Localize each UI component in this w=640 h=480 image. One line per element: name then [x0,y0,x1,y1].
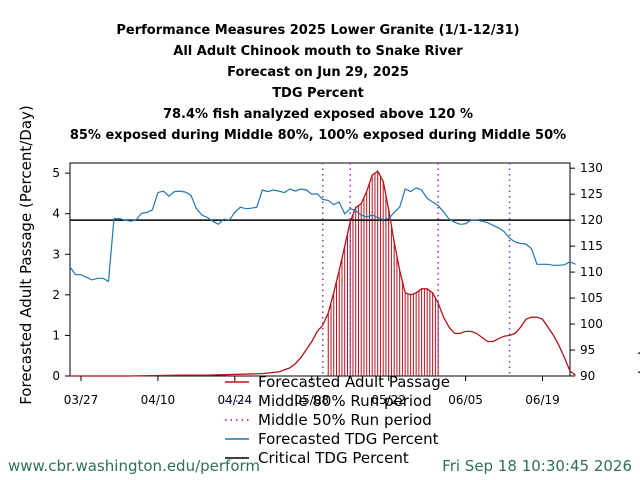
plot-area [69,162,571,377]
x-tick-label: 03/27 [64,393,99,407]
title-line-4: TDG Percent [272,86,364,101]
y-left-tick-label: 1 [52,328,60,342]
passage-series-line [70,170,576,377]
legend-label-4: Forecasted TDG Percent [258,430,439,448]
legend-label-2: Middle 80% Run period [258,392,432,410]
x-tick-label: 04/24 [218,393,253,407]
title-line-1: Performance Measures 2025 Lower Granite … [116,23,519,38]
footer-timestamp: Fri Sep 18 10:30:45 2026 [442,457,632,475]
footer-url[interactable]: www.cbr.washington.edu/perform [8,457,260,475]
y-right-tick-label: 125 [580,187,603,201]
y-left-axis-label: Forecasted Adult Passage (Percent/Day) [17,105,35,405]
legend-label-5: Critical TDG Percent [258,449,409,467]
axes-group: 03/27 04/10 04/24 05/08 05/22 06/05 06/19 0 1 2 3 4… [17,105,640,407]
y-right-tick-label: 110 [580,265,603,279]
y-left-tick-label: 4 [52,207,60,221]
y-right-tick-label: 105 [580,291,603,305]
y-right-tick-label: 120 [580,213,603,227]
y-right-tick-label: 95 [580,343,595,357]
y-left-tick-label: 3 [52,247,60,261]
chart-title-block: Performance Measures 2025 Lower Granite … [70,23,566,143]
x-tick-label: 06/19 [525,393,560,407]
y-right-tick-label: 115 [580,239,603,253]
legend-label-1: Forecasted Adult Passage [258,373,450,391]
x-tick-label: 06/05 [448,393,483,407]
title-line-3: Forecast on Jun 29, 2025 [227,65,409,80]
y-right-axis-label: Forecasted TDG Percent (%) [636,164,640,375]
legend-label-3: Middle 50% Run period [258,411,432,429]
series-lines-group [69,170,576,377]
x-tick-label: 05/22 [371,393,406,407]
x-tick-label: 04/10 [141,393,176,407]
y-right-tick-label: 100 [580,317,603,331]
title-line-2: All Adult Chinook mouth to Snake River [173,44,463,59]
plot-border [69,162,571,377]
y-right-tick-label: 130 [580,161,603,175]
title-line-6: 85% exposed during Middle 80%, 100% expo… [70,128,566,143]
tdg-series-line [69,187,576,283]
title-line-5: 78.4% fish analyzed exposed above 120 % [163,107,473,122]
run-period-lines-group [321,163,511,376]
y-left-tick-label: 5 [52,166,60,180]
x-tick-label: 05/08 [294,393,329,407]
y-left-tick-label: 0 [52,369,60,383]
passage-bars-group [327,171,439,376]
y-left-tick-label: 2 [52,288,60,302]
y-right-tick-label: 90 [580,369,595,383]
